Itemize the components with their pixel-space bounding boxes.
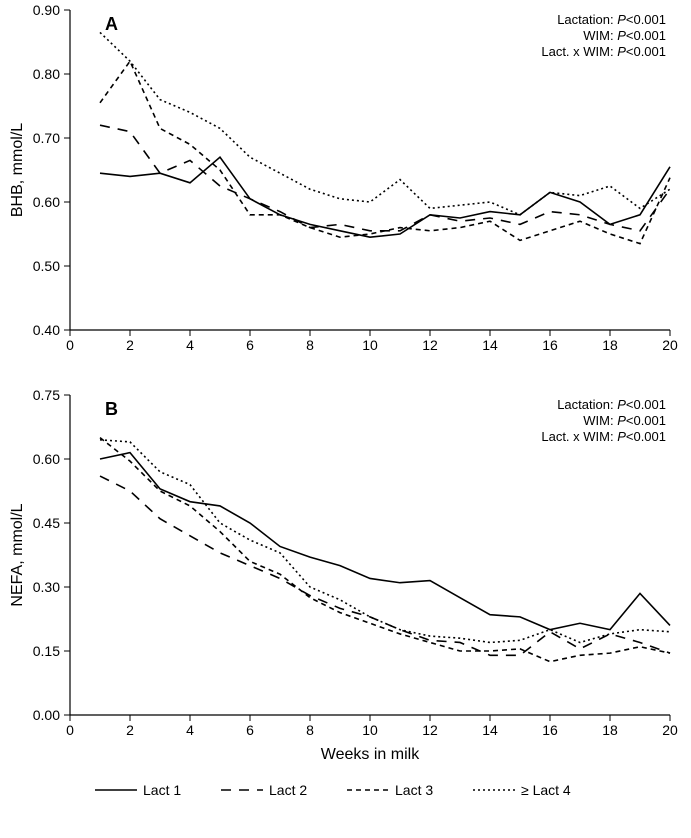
stat-annotation: Lactation: P<0.001 xyxy=(557,397,666,412)
ytick-label: 0.40 xyxy=(33,322,60,338)
stat-annotation: WIM: P<0.001 xyxy=(583,28,666,43)
ytick-label: 0.45 xyxy=(33,515,60,531)
series-lact4 xyxy=(100,32,670,214)
series-lact2 xyxy=(100,125,670,231)
y-axis-label: BHB, mmol/L xyxy=(9,123,26,217)
legend: Lact 1 Lact 2 Lact 3 ≥ Lact 4 xyxy=(95,782,571,798)
panel-title: B xyxy=(105,399,118,419)
ytick-label: 0.60 xyxy=(33,194,60,210)
ytick-label: 0.70 xyxy=(33,130,60,146)
xtick-label: 20 xyxy=(662,337,678,353)
ytick-label: 0.90 xyxy=(33,2,60,18)
legend-label: ≥ Lact 4 xyxy=(521,782,571,798)
xtick-label: 14 xyxy=(482,337,498,353)
y-axis-label: NEFA, mmol/L xyxy=(9,503,26,606)
ytick-label: 0.75 xyxy=(33,387,60,403)
xtick-label: 6 xyxy=(246,722,254,738)
combined-line-charts: 0.40 0.50 0.60 0.70 0.80 0.90 0 2 4 6 8 10 12 14 16 18 2… xyxy=(0,0,691,838)
xtick-label: 16 xyxy=(542,722,558,738)
series-lact4 xyxy=(100,440,670,643)
xtick-label: 10 xyxy=(362,337,378,353)
xtick-label: 18 xyxy=(602,337,618,353)
ytick-label: 0.80 xyxy=(33,66,60,82)
series-lact1 xyxy=(100,453,670,630)
ytick-label: 0.00 xyxy=(33,707,60,723)
panel-A: 0.40 0.50 0.60 0.70 0.80 0.90 0 2 4 6 8 10 12 14 16 18 2… xyxy=(9,2,678,353)
xtick-label: 8 xyxy=(306,722,314,738)
stat-annotation: Lact. x WIM: P<0.001 xyxy=(541,44,666,59)
series-lact3 xyxy=(100,438,670,662)
ytick-label: 0.50 xyxy=(33,258,60,274)
ytick-label: 0.30 xyxy=(33,579,60,595)
xtick-label: 0 xyxy=(66,722,74,738)
xtick-label: 18 xyxy=(602,722,618,738)
ytick-label: 0.15 xyxy=(33,643,60,659)
legend-label: Lact 1 xyxy=(143,782,181,798)
xtick-label: 4 xyxy=(186,337,194,353)
xtick-label: 2 xyxy=(126,722,134,738)
legend-label: Lact 2 xyxy=(269,782,307,798)
x-axis-label: Weeks in milk xyxy=(321,746,420,763)
series-lact3 xyxy=(100,61,670,243)
xtick-label: 2 xyxy=(126,337,134,353)
stat-annotation: Lact. x WIM: P<0.001 xyxy=(541,429,666,444)
xtick-label: 0 xyxy=(66,337,74,353)
panel-B: 0.00 0.15 0.30 0.45 0.60 0.75 0 2 4 6 8 10 12 14 16 18 2… xyxy=(9,387,678,738)
xtick-label: 16 xyxy=(542,337,558,353)
stat-annotation: WIM: P<0.001 xyxy=(583,413,666,428)
xtick-label: 12 xyxy=(422,337,438,353)
xtick-label: 14 xyxy=(482,722,498,738)
legend-label: Lact 3 xyxy=(395,782,433,798)
xtick-label: 10 xyxy=(362,722,378,738)
xtick-label: 20 xyxy=(662,722,678,738)
stat-annotation: Lactation: P<0.001 xyxy=(557,12,666,27)
ytick-label: 0.60 xyxy=(33,451,60,467)
xtick-label: 6 xyxy=(246,337,254,353)
xtick-label: 4 xyxy=(186,722,194,738)
series-lact1 xyxy=(100,157,670,237)
panel-title: A xyxy=(105,14,118,34)
xtick-label: 8 xyxy=(306,337,314,353)
xtick-label: 12 xyxy=(422,722,438,738)
